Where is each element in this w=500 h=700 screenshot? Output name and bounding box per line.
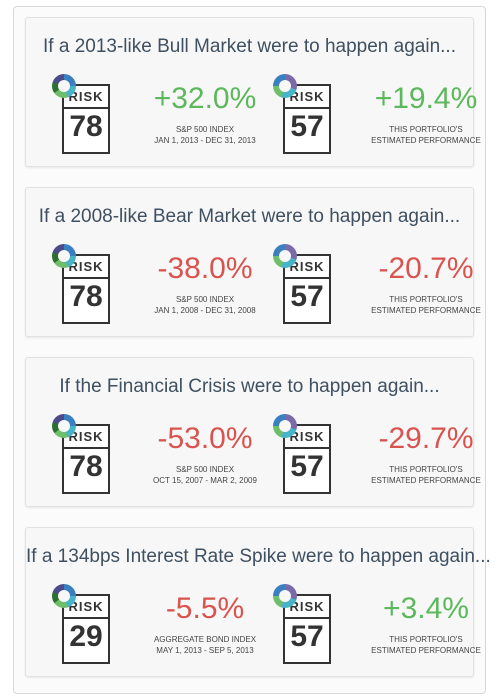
- risk-badge: RISK 57: [273, 584, 339, 670]
- benchmark-result: RISK 29 -5.5% AGGREGATE BOND INDEX MAY 1…: [52, 584, 278, 670]
- risk-badge: RISK 78: [52, 414, 118, 500]
- scenario-card: If a 134bps Interest Rate Spike were to …: [25, 527, 491, 677]
- risk-score: 78: [69, 450, 103, 483]
- caption-line1: S&P 500 INDEX: [175, 295, 235, 304]
- scenario-title: If a 2008-like Bear Market were to happe…: [38, 206, 461, 227]
- benchmark-return: -38.0%: [157, 252, 253, 285]
- caption-line2: ESTIMATED PERFORMANCE: [371, 646, 481, 655]
- risk-label: RISK: [289, 259, 325, 274]
- benchmark-caption: AGGREGATE BOND INDEX MAY 1, 2013 - SEP 5…: [125, 634, 285, 656]
- caption-line2: ESTIMATED PERFORMANCE: [371, 136, 481, 145]
- scenario-title: If a 134bps Interest Rate Spike were to …: [26, 546, 491, 567]
- risk-label: RISK: [289, 89, 325, 104]
- risk-divider: [64, 277, 108, 279]
- scenario-card: If a 2008-like Bear Market were to happe…: [25, 187, 481, 337]
- caption-line1: THIS PORTFOLIO'S: [389, 635, 463, 644]
- risk-label: RISK: [68, 599, 104, 614]
- risk-divider: [64, 107, 108, 109]
- risk-label: RISK: [68, 429, 104, 444]
- portfolio-caption: THIS PORTFOLIO'S ESTIMATED PERFORMANCE: [346, 294, 500, 316]
- allocation-ring-icon: [273, 584, 297, 608]
- allocation-ring-icon: [273, 414, 297, 438]
- portfolio-result: RISK 57 -29.7% THIS PORTFOLIO'S ESTIMATE…: [273, 414, 500, 500]
- benchmark-caption: S&P 500 INDEX JAN 1, 2013 - DEC 31, 2013: [125, 124, 285, 146]
- benchmark-return: -5.5%: [165, 592, 245, 625]
- portfolio-return: -29.7%: [378, 422, 474, 455]
- risk-score-box: RISK 78: [62, 254, 110, 324]
- risk-badge: RISK 57: [273, 414, 339, 500]
- risk-divider: [285, 277, 329, 279]
- benchmark-return: +32.0%: [153, 82, 257, 115]
- allocation-ring-icon: [273, 244, 297, 268]
- caption-line2: MAY 1, 2013 - SEP 5, 2013: [156, 646, 254, 655]
- caption-line1: S&P 500 INDEX: [175, 465, 235, 474]
- risk-divider: [285, 107, 329, 109]
- caption-line2: OCT 15, 2007 - MAR 2, 2009: [153, 476, 257, 485]
- risk-score: 57: [290, 280, 324, 313]
- caption-line2: ESTIMATED PERFORMANCE: [371, 476, 481, 485]
- portfolio-result: RISK 57 +19.4% THIS PORTFOLIO'S ESTIMATE…: [273, 74, 500, 160]
- risk-badge: RISK 57: [273, 244, 339, 330]
- risk-score: 78: [69, 110, 103, 143]
- allocation-ring-icon: [52, 74, 76, 98]
- caption-line1: S&P 500 INDEX: [175, 125, 235, 134]
- portfolio-return: +3.4%: [383, 592, 469, 625]
- risk-label: RISK: [289, 599, 325, 614]
- allocation-ring-icon: [52, 414, 76, 438]
- risk-score: 57: [290, 450, 324, 483]
- portfolio-return: -20.7%: [378, 252, 474, 285]
- portfolio-caption: THIS PORTFOLIO'S ESTIMATED PERFORMANCE: [346, 634, 500, 656]
- portfolio-caption: THIS PORTFOLIO'S ESTIMATED PERFORMANCE: [346, 124, 500, 146]
- risk-label: RISK: [68, 89, 104, 104]
- caption-line1: THIS PORTFOLIO'S: [389, 465, 463, 474]
- risk-score-box: RISK 57: [283, 84, 331, 154]
- risk-score: 57: [290, 620, 324, 653]
- caption-line2: JAN 1, 2013 - DEC 31, 2013: [154, 136, 256, 145]
- benchmark-result: RISK 78 -38.0% S&P 500 INDEX JAN 1, 2008…: [52, 244, 278, 330]
- portfolio-return: +19.4%: [374, 82, 478, 115]
- caption-line1: THIS PORTFOLIO'S: [389, 125, 463, 134]
- risk-badge: RISK 78: [52, 74, 118, 160]
- risk-score: 29: [69, 620, 103, 653]
- caption-line2: ESTIMATED PERFORMANCE: [371, 306, 481, 315]
- risk-badge: RISK 78: [52, 244, 118, 330]
- portfolio-caption: THIS PORTFOLIO'S ESTIMATED PERFORMANCE: [346, 464, 500, 486]
- risk-badge: RISK 57: [273, 74, 339, 160]
- risk-divider: [64, 447, 108, 449]
- scenario-panel: If a 2013-like Bull Market were to happe…: [13, 6, 491, 694]
- risk-score: 57: [290, 110, 324, 143]
- benchmark-caption: S&P 500 INDEX JAN 1, 2008 - DEC 31, 2008: [125, 294, 285, 316]
- benchmark-result: RISK 78 -53.0% S&P 500 INDEX OCT 15, 200…: [52, 414, 278, 500]
- risk-divider: [64, 617, 108, 619]
- allocation-ring-icon: [52, 244, 76, 268]
- benchmark-return: -53.0%: [157, 422, 253, 455]
- benchmark-caption: S&P 500 INDEX OCT 15, 2007 - MAR 2, 2009: [125, 464, 285, 486]
- allocation-ring-icon: [52, 584, 76, 608]
- scenario-card: If the Financial Crisis were to happen a…: [25, 357, 481, 507]
- risk-badge: RISK 29: [52, 584, 118, 670]
- caption-line2: JAN 1, 2008 - DEC 31, 2008: [154, 306, 256, 315]
- risk-divider: [285, 617, 329, 619]
- scenario-title: If the Financial Crisis were to happen a…: [59, 376, 440, 397]
- portfolio-result: RISK 57 +3.4% THIS PORTFOLIO'S ESTIMATED…: [273, 584, 500, 670]
- caption-line1: AGGREGATE BOND INDEX: [153, 635, 257, 644]
- allocation-ring-icon: [273, 74, 297, 98]
- scenario-card: If a 2013-like Bull Market were to happe…: [25, 17, 481, 167]
- risk-label: RISK: [289, 429, 325, 444]
- risk-score: 78: [69, 280, 103, 313]
- portfolio-result: RISK 57 -20.7% THIS PORTFOLIO'S ESTIMATE…: [273, 244, 500, 330]
- scenario-title: If a 2013-like Bull Market were to happe…: [43, 36, 456, 57]
- benchmark-result: RISK 78 +32.0% S&P 500 INDEX JAN 1, 2013…: [52, 74, 278, 160]
- risk-score-box: RISK 78: [62, 84, 110, 154]
- risk-label: RISK: [68, 259, 104, 274]
- risk-divider: [285, 447, 329, 449]
- caption-line1: THIS PORTFOLIO'S: [389, 295, 463, 304]
